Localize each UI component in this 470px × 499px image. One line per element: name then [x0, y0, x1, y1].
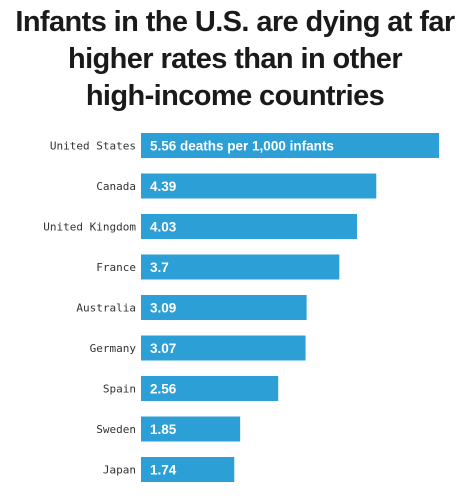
title-line-3: high-income countries	[85, 80, 385, 112]
category-label-australia: Australia	[76, 302, 136, 315]
value-label-sweden: 1.85	[150, 422, 177, 437]
category-label-japan: Japan	[103, 464, 136, 477]
bar-canada	[141, 173, 377, 199]
bar-france	[141, 254, 340, 280]
value-label-germany: 3.07	[150, 341, 176, 356]
category-label-france: France	[96, 261, 136, 274]
title-line-2: higher rates than in other	[67, 43, 403, 75]
bar-japan	[141, 457, 235, 482]
bar-united-kingdom	[141, 214, 357, 239]
value-label-canada: 4.39	[150, 179, 176, 194]
category-label-canada: Canada	[96, 180, 136, 193]
value-label-japan: 1.74	[150, 463, 177, 478]
value-label-united-states: 5.56 deaths per 1,000 infants	[150, 139, 334, 154]
value-label-spain: 2.56	[150, 382, 177, 397]
category-label-germany: Germany	[90, 342, 137, 355]
value-label-france: 3.7	[150, 260, 169, 275]
title-line-1: Infants in the U.S. are dying at far	[15, 6, 455, 38]
bar-united-states	[141, 133, 439, 158]
bar-australia	[141, 295, 307, 320]
value-label-united-kingdom: 4.03	[150, 220, 177, 235]
bar-germany	[141, 335, 306, 361]
category-label-spain: Spain	[103, 383, 136, 396]
category-label-united-states: United States	[50, 140, 136, 153]
chart-title: Infants in the U.S. are dying at far hig…	[0, 4, 470, 115]
value-label-australia: 3.09	[150, 301, 176, 316]
bar-spain	[141, 376, 279, 401]
category-label-sweden: Sweden	[96, 423, 136, 436]
category-label-united-kingdom: United Kingdom	[43, 221, 136, 234]
bar-sweden	[141, 416, 241, 442]
